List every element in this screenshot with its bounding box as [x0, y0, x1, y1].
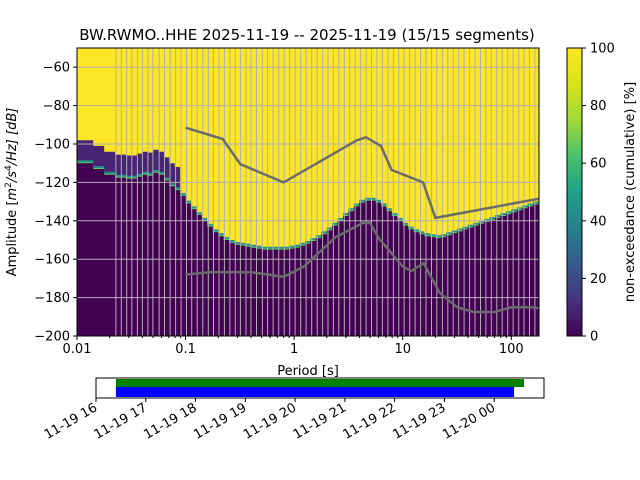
- x-tick-label: 0.1: [175, 342, 196, 357]
- timeline-tick-label: 11-19 16: [42, 400, 100, 442]
- timeline-tick-label: 11-19 23: [390, 400, 448, 442]
- y-tick-label: −140: [34, 214, 70, 229]
- y-tick-label: −60: [43, 61, 70, 76]
- timeline-data-bar: [115, 379, 525, 387]
- timeline-tick-label: 11-19 20: [241, 400, 299, 442]
- nlnm-curve: [185, 221, 539, 314]
- timeline-tick-label: 11-19 19: [191, 400, 249, 442]
- timeline-psd-bar: [115, 387, 515, 397]
- heatmap-layers: [77, 140, 539, 336]
- x-axis-label: Period [s]: [277, 364, 339, 379]
- x-tick-label: 10: [394, 342, 411, 357]
- colorbar-tick-label: 80: [590, 99, 607, 114]
- y-axis-ticks: −60 −80 −100 −120 −140 −160 −180 −200: [34, 61, 77, 345]
- timeline-tick-label: 11-19 17: [92, 400, 150, 442]
- colorbar-tick-label: 0: [590, 330, 598, 345]
- y-tick-label: −160: [34, 253, 70, 268]
- chart-title: BW.RWMO..HHE 2025-11-19 -- 2025-11-19 (1…: [79, 26, 535, 44]
- colorbar-ticks: 0 20 40 60 80 100: [582, 42, 615, 345]
- y-tick-label: −200: [34, 330, 70, 345]
- timeline-tick-label: 11-19 22: [341, 400, 399, 442]
- y-axis-label: Amplitude [m2/s4/Hz] [dB]: [4, 108, 20, 277]
- x-tick-label: 1: [290, 342, 298, 357]
- grid-period-lines: [115, 48, 536, 336]
- colorbar-label: non-exceedance (cumulative) [%]: [623, 82, 638, 302]
- colorbar-tick-label: 20: [590, 272, 607, 287]
- colorbar-tick-label: 40: [590, 214, 607, 229]
- x-axis-ticks: 0.01 0.1 1 10 100: [63, 336, 524, 357]
- y-tick-label: −120: [34, 176, 70, 191]
- nhnm-curve: [185, 126, 539, 220]
- plot-frame: [76, 47, 540, 337]
- colorbar-tick-label: 100: [590, 42, 615, 57]
- plot-area: [77, 48, 539, 336]
- timeline-tick-label: 11-19 18: [141, 400, 199, 442]
- y-tick-label: −80: [43, 99, 70, 114]
- x-tick-label: 0.01: [63, 342, 92, 357]
- heat-band-bulk-purple: [77, 163, 539, 336]
- colorbar-tick-label: 60: [590, 157, 607, 172]
- timeline-tick-label: 11-20 00: [440, 400, 498, 442]
- timeline-tick-label: 11-19 21: [291, 400, 349, 442]
- colorbar: [566, 47, 583, 337]
- y-tick-label: −100: [34, 138, 70, 153]
- grid-amplitude-lines: [77, 66, 539, 336]
- x-tick-label: 100: [499, 342, 524, 357]
- y-tick-label: −180: [34, 291, 70, 306]
